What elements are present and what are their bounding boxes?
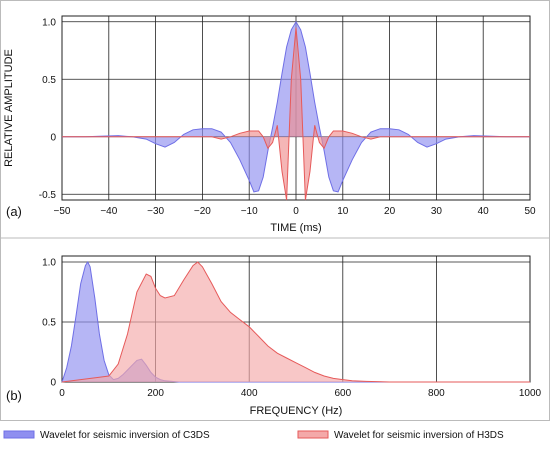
y-tick-label: 0.5 — [42, 75, 56, 86]
panel-label: (b) — [6, 388, 22, 403]
x-tick-label: 800 — [428, 388, 445, 399]
legend: Wavelet for seismic inversion of C3DS Wa… — [3, 430, 504, 441]
x-tick-label: 30 — [431, 206, 443, 217]
plot-frame — [61, 15, 531, 201]
legend-swatch-c3ds — [3, 430, 35, 439]
x-tick-label: 40 — [478, 206, 490, 217]
x-tick-label: 20 — [384, 206, 396, 217]
x-tick-label: 600 — [334, 388, 351, 399]
y-tick-label: 1.0 — [42, 17, 56, 28]
x-tick-label: −50 — [54, 206, 71, 217]
x-tick-label: −40 — [100, 206, 117, 217]
x-tick-label: 0 — [293, 206, 299, 217]
series-line-1 — [61, 261, 530, 383]
series-area-1 — [62, 27, 530, 200]
series-area-1 — [62, 262, 530, 382]
x-tick-label: −30 — [147, 206, 164, 217]
panel-a: −50 −40 −30 −20 −10 0 10 20 30 40 50 -0.5 0 0.5 1.0 (a)… — [3, 15, 536, 234]
x-tick-label: 10 — [337, 206, 349, 217]
x-tick-label: −10 — [241, 206, 258, 217]
x-tick-label: 200 — [147, 388, 164, 399]
x-tick-label: 1000 — [519, 388, 542, 399]
panel-label: (a) — [6, 204, 22, 219]
legend-swatch-h3ds — [297, 430, 329, 439]
x-axis-label: FREQUENCY (Hz) — [250, 405, 343, 417]
x-tick-label: −20 — [194, 206, 211, 217]
panel-b: 0 200 400 600 800 1000 0 0.5 1.0 (b) FREQUENCY (Hz… — [6, 255, 542, 417]
y-tick-label: 0.5 — [42, 318, 56, 329]
x-tick-label: 50 — [524, 206, 536, 217]
y-tick-label: 1.0 — [42, 258, 56, 269]
y-tick-label: 0 — [50, 378, 56, 389]
y-tick-label: -0.5 — [39, 190, 57, 201]
x-tick-label: 400 — [241, 388, 258, 399]
x-axis-label: TIME (ms) — [270, 222, 321, 234]
y-axis-label: RELATIVE AMPLITUDE — [3, 49, 15, 167]
series-line-1 — [62, 27, 530, 201]
legend-label-c3ds: Wavelet for seismic inversion of C3DS — [40, 430, 210, 441]
x-tick-label: 0 — [59, 388, 65, 399]
y-tick-label: 0 — [50, 132, 56, 143]
legend-label-h3ds: Wavelet for seismic inversion of H3DS — [334, 430, 504, 441]
